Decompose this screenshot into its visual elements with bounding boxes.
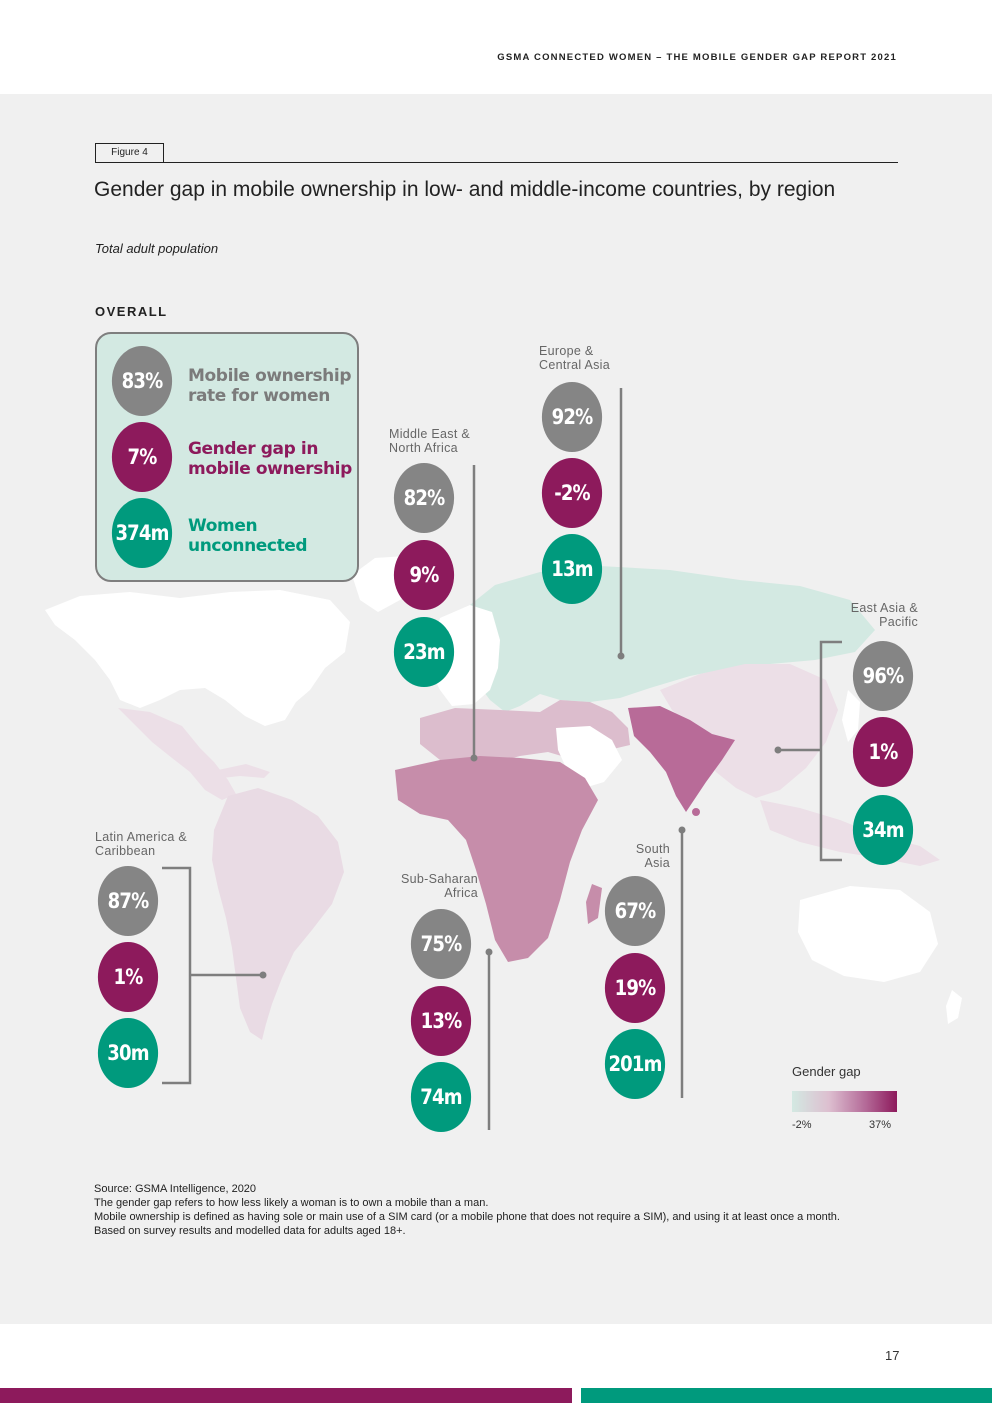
europe-unconnected-bubble: 13m: [541, 534, 603, 604]
connector-dot-east-asia: [774, 746, 782, 754]
page-header: GSMA CONNECTED WOMEN – THE MOBILE GENDER…: [0, 0, 992, 94]
map-east-asia: [660, 664, 838, 798]
map-sub-saharan-africa: [395, 756, 598, 962]
overall-unconnected-bubble: 374m: [111, 498, 173, 568]
footer-bar-plum: [0, 1388, 572, 1403]
overall-gap-bubble: 7%: [111, 422, 173, 492]
connector-dot-ssa: [485, 948, 493, 956]
map-south-america: [212, 788, 344, 1040]
map-new-zealand: [946, 990, 962, 1024]
mena-ownership-bubble: 82%: [393, 463, 455, 533]
note-line-1: The gender gap refers to how less likely…: [94, 1197, 489, 1209]
ssa-gap-bubble: 13%: [410, 986, 472, 1056]
map-caribbean: [218, 764, 270, 778]
east-asia-ownership-bubble: 96%: [852, 641, 914, 711]
map-sri-lanka: [692, 808, 700, 816]
region-label-mena: Middle East & North Africa: [389, 427, 471, 455]
figure-title: Gender gap in mobile ownership in low- a…: [94, 178, 836, 201]
mena-unconnected-bubble: 23m: [393, 617, 455, 687]
figure-subtitle: Total adult population: [95, 241, 219, 256]
south-asia-gap-bubble: 19%: [604, 953, 666, 1023]
east-asia-unconnected-bubble: 34m: [852, 795, 914, 865]
mena-gap-bubble: 9%: [393, 540, 455, 610]
region-label-latam: Latin America & Caribbean: [95, 830, 188, 858]
south-asia-ownership-bubble: 67%: [604, 876, 666, 946]
source-note: Source: GSMA Intelligence, 2020: [94, 1183, 257, 1195]
connector-latam: [162, 866, 192, 1085]
map-europe-central-asia: [455, 566, 875, 712]
gender-gap-gradient: [792, 1091, 897, 1112]
figure-rule: [164, 162, 898, 163]
east-asia-gap-bubble: 1%: [852, 717, 914, 787]
ssa-unconnected-bubble: 74m: [410, 1062, 472, 1132]
map-southeast-asia: [760, 800, 940, 866]
region-label-south-asia: South Asia: [635, 842, 670, 870]
gender-gap-legend-title: Gender gap: [792, 1064, 861, 1079]
connector-dot-europe: [617, 652, 625, 660]
map-madagascar: [586, 884, 602, 924]
gender-gap-min-label: -2%: [792, 1119, 812, 1131]
europe-ownership-bubble: 92%: [541, 382, 603, 452]
note-line-3: Based on survey results and modelled dat…: [94, 1225, 406, 1237]
overall-label: OVERALL: [95, 304, 168, 319]
map-south-asia: [628, 706, 735, 812]
region-label-europe: Europe & Central Asia: [539, 344, 610, 372]
footer-bar-teal: [581, 1388, 992, 1403]
europe-gap-bubble: -2%: [541, 458, 603, 528]
ssa-ownership-bubble: 75%: [410, 909, 472, 979]
report-title: GSMA CONNECTED WOMEN – THE MOBILE GENDER…: [497, 52, 897, 63]
region-label-ssa: Sub-Saharan Africa: [401, 872, 478, 900]
note-line-2: Mobile ownership is defined as having so…: [94, 1211, 840, 1223]
connector-dot-mena: [470, 754, 478, 762]
connector-dot-latam: [259, 971, 267, 979]
overall-gap-label: Gender gap in mobile ownership: [188, 439, 352, 479]
connector-dot-south-asia: [678, 826, 686, 834]
overall-unconnected-label: Women unconnected: [188, 516, 308, 556]
figure-tag: Figure 4: [95, 143, 164, 163]
gender-gap-max-label: 37%: [869, 1119, 892, 1131]
page-number: 17: [885, 1348, 900, 1363]
latam-unconnected-bubble: 30m: [97, 1018, 159, 1088]
latam-ownership-bubble: 87%: [97, 866, 159, 936]
map-australia: [798, 886, 938, 982]
map-north-america: [45, 590, 350, 726]
south-asia-unconnected-bubble: 201m: [604, 1029, 666, 1099]
map-central-america: [118, 708, 236, 800]
overall-ownership-bubble: 83%: [111, 346, 173, 416]
overall-ownership-label: Mobile ownership rate for women: [188, 366, 352, 406]
map-japan: [842, 690, 860, 742]
figure-notes: Source: GSMA Intelligence, 2020 The gend…: [94, 1182, 904, 1238]
latam-gap-bubble: 1%: [97, 942, 159, 1012]
region-label-east-asia: East Asia & Pacific: [850, 601, 918, 629]
